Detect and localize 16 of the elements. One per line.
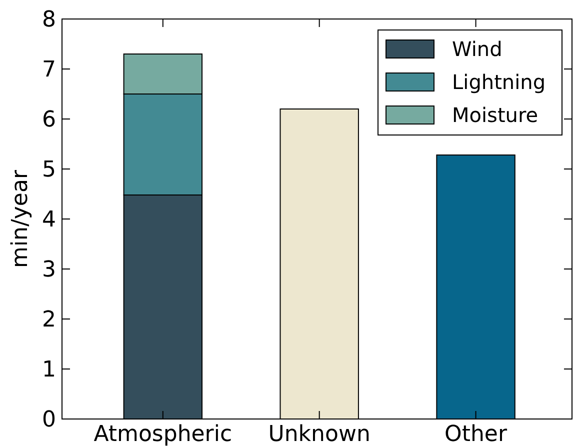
y-tick-label: 8 bbox=[42, 8, 56, 33]
y-tick-label: 5 bbox=[42, 158, 56, 183]
y-axis-title: min/year bbox=[8, 169, 33, 268]
y-tick-label: 6 bbox=[42, 108, 56, 133]
y-tick-label: 3 bbox=[42, 258, 56, 283]
y-tick-label: 1 bbox=[42, 358, 56, 383]
x-tick-label: Other bbox=[444, 422, 508, 446]
legend-label: Lightning bbox=[452, 70, 546, 94]
legend-label: Wind bbox=[452, 37, 502, 61]
y-tick-label: 0 bbox=[42, 408, 56, 433]
x-tick-label: Unknown bbox=[268, 422, 370, 446]
x-tick-label: Atmospheric bbox=[94, 422, 232, 446]
legend-label: Moisture bbox=[452, 103, 538, 127]
y-tick-label: 4 bbox=[42, 208, 56, 233]
y-tick-label: 2 bbox=[42, 308, 56, 333]
y-tick-label: 7 bbox=[42, 58, 56, 83]
